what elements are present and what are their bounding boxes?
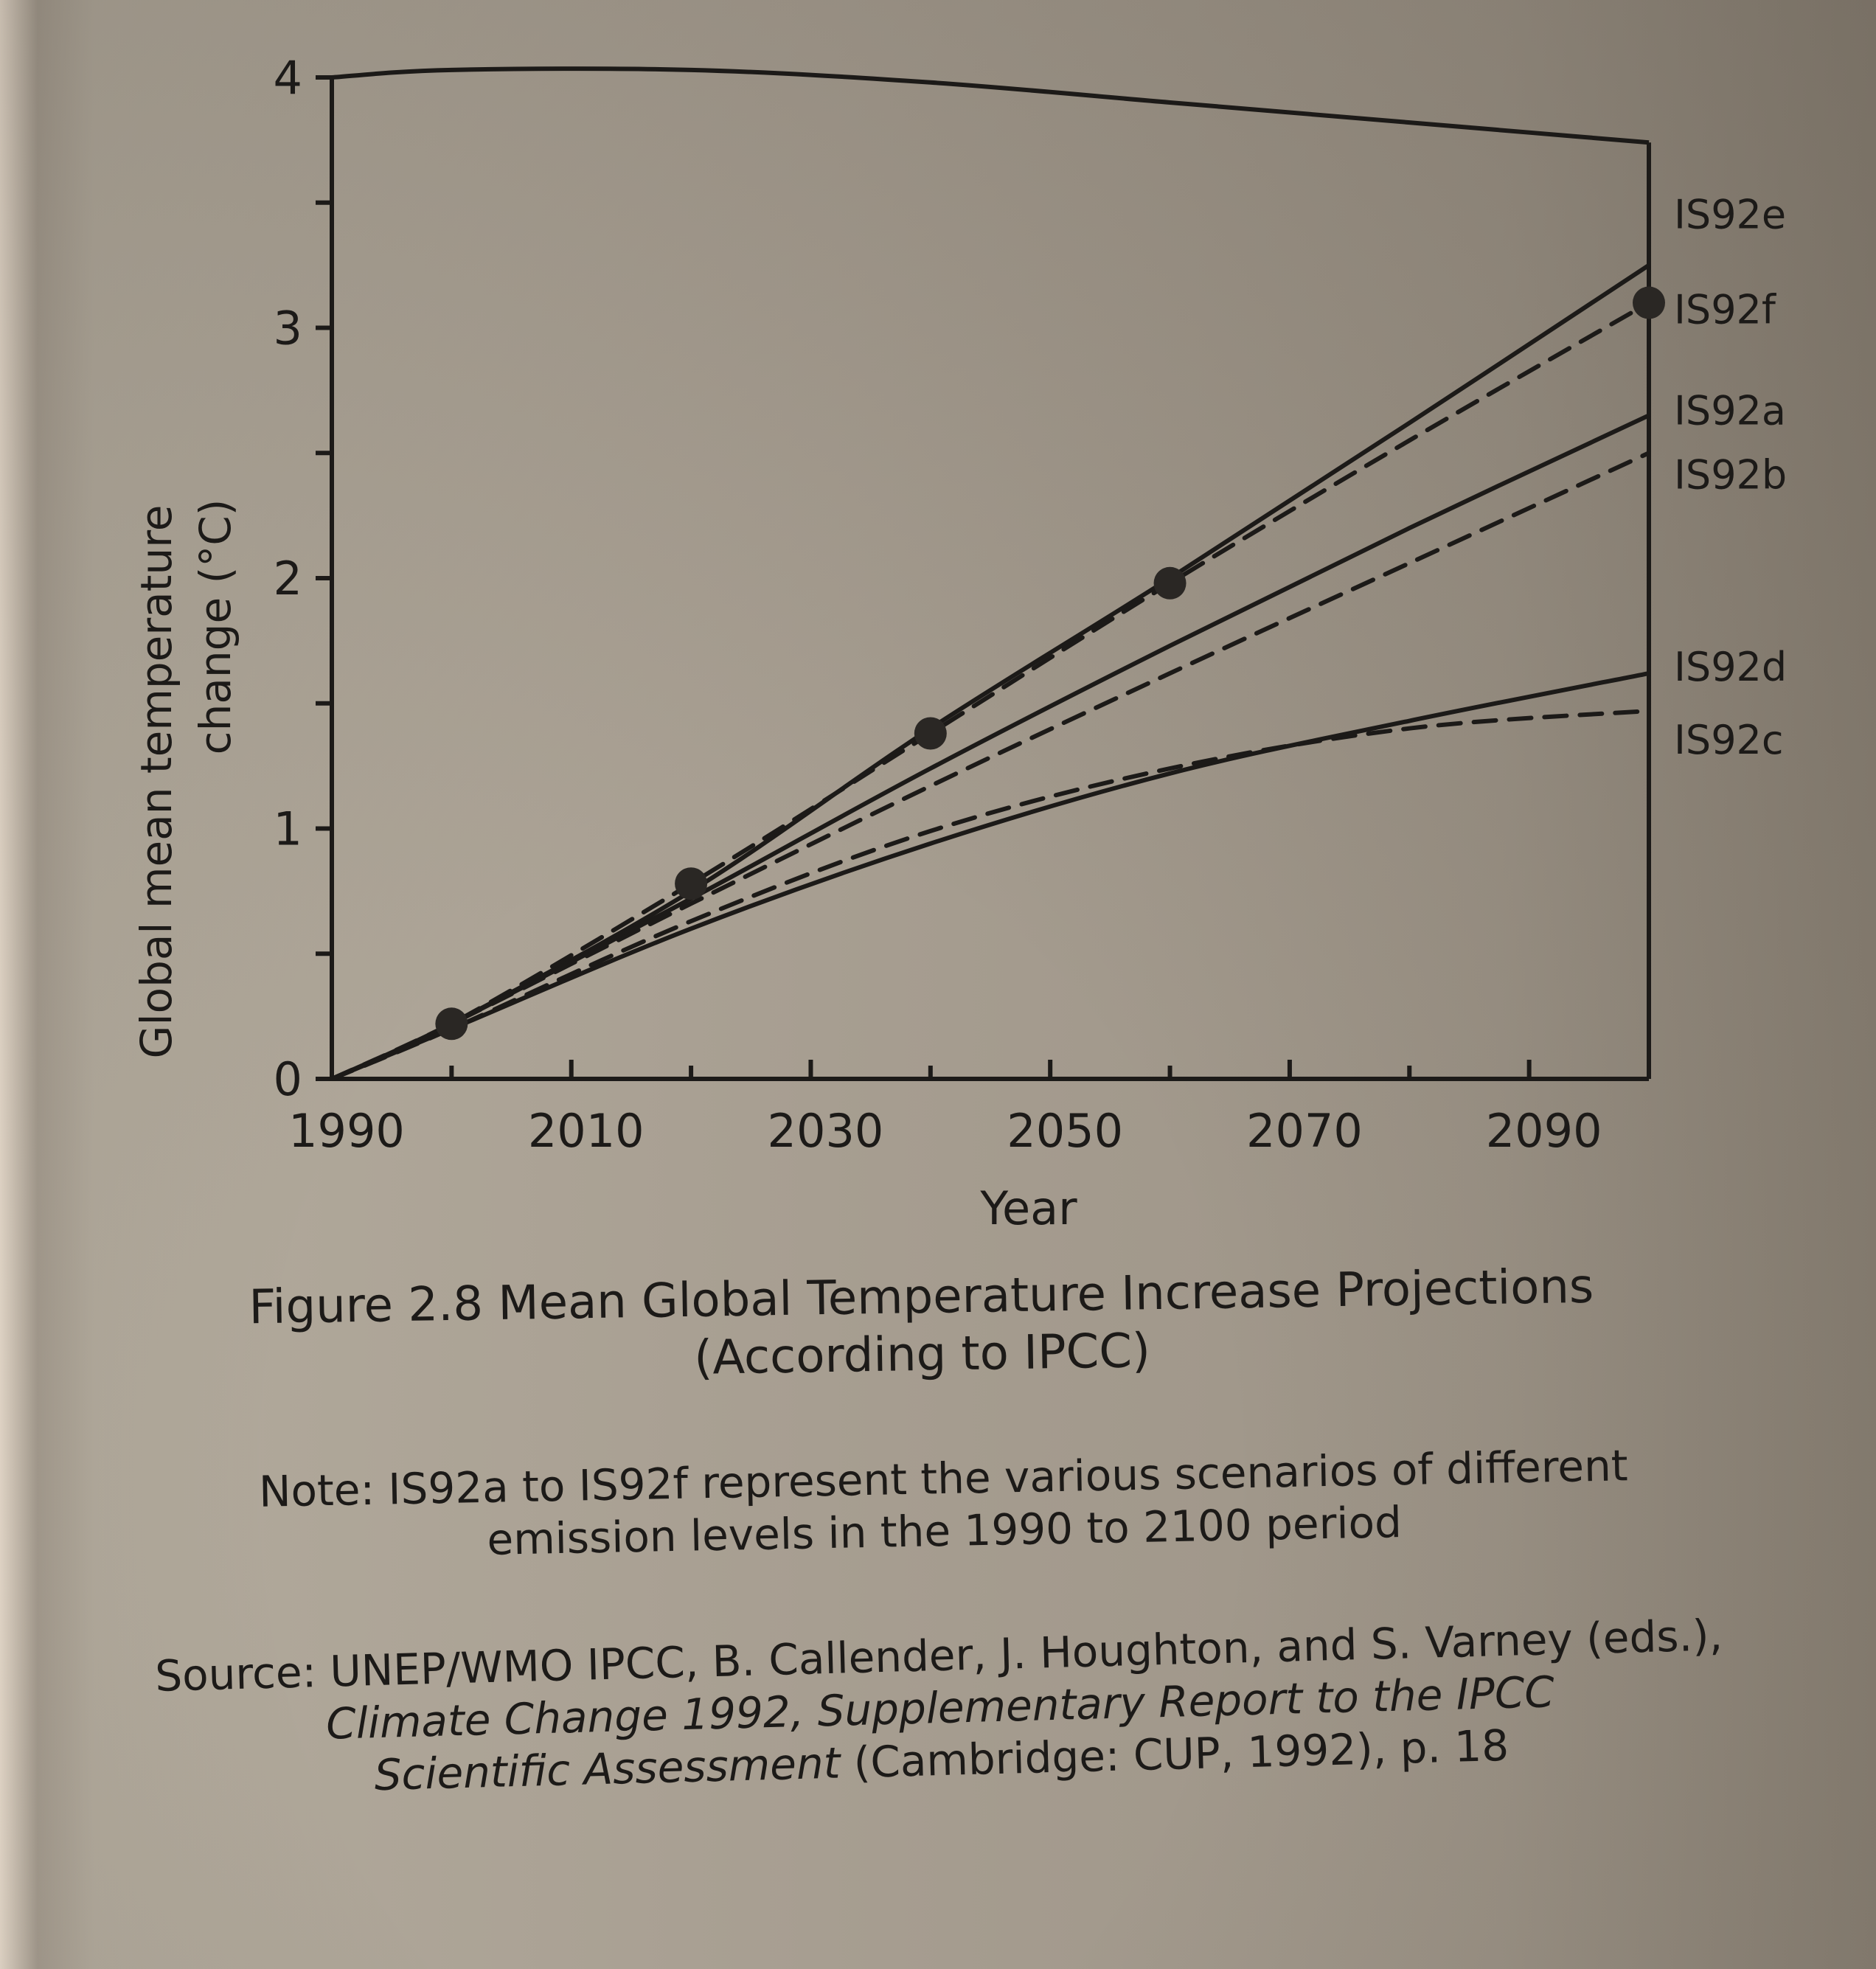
series-label-layer: IS92e IS92f IS92a IS92b IS92d IS92c	[1674, 192, 1787, 763]
x-tick-label: 2090	[1486, 1104, 1602, 1158]
data-point-marker	[914, 717, 947, 750]
x-tick-label: 2010	[528, 1104, 645, 1158]
y-tick-label: 1	[274, 802, 302, 856]
series-label-is92d: IS92d	[1674, 644, 1787, 690]
series-label-is92f: IS92f	[1674, 287, 1777, 333]
tick-label-layer: 0 1 2 3 4 1990 2010 2030 2050 2070 2090	[274, 51, 1602, 1158]
series-label-is92a: IS92a	[1674, 387, 1786, 434]
x-tick-label: 2070	[1246, 1104, 1363, 1158]
figure-title: Figure 2.8 Mean Global Temperature Incre…	[184, 1257, 1660, 1395]
upper-envelope-curve	[331, 66, 1650, 145]
envelope-layer	[331, 66, 1650, 145]
y-tick-label: 2	[274, 552, 302, 605]
y-axis-label-line2: change (°C)	[190, 499, 240, 755]
y-tick-label: 4	[274, 51, 302, 105]
x-tick-label: 1990	[288, 1104, 405, 1158]
x-tick-label: 2050	[1007, 1104, 1123, 1158]
data-point-marker	[675, 867, 708, 900]
x-axis-label: Year	[979, 1181, 1077, 1235]
series-label-is92c: IS92c	[1674, 717, 1784, 763]
series-line-is92d	[330, 671, 1651, 1081]
series-label-is92e: IS92e	[1674, 192, 1786, 238]
y-tick-label: 3	[274, 302, 302, 355]
marker-layer	[435, 286, 1665, 1041]
x-tick-label: 2030	[768, 1104, 884, 1158]
data-point-marker	[1153, 566, 1187, 600]
series-line-is92b	[330, 451, 1651, 1081]
y-tick-label: 0	[274, 1052, 302, 1106]
series-label-is92b: IS92b	[1674, 451, 1787, 498]
figure-source-line3-italic: Scientific Assessment	[373, 1737, 841, 1800]
series-layer	[330, 263, 1651, 1081]
data-point-marker	[1633, 286, 1665, 319]
series-line-is92e	[330, 263, 1651, 1081]
series-line-is92c	[330, 708, 1651, 1081]
chart-axes	[316, 75, 1651, 1081]
data-point-marker	[435, 1007, 468, 1041]
y-axis-label-line1: Global mean temperature	[131, 505, 181, 1059]
